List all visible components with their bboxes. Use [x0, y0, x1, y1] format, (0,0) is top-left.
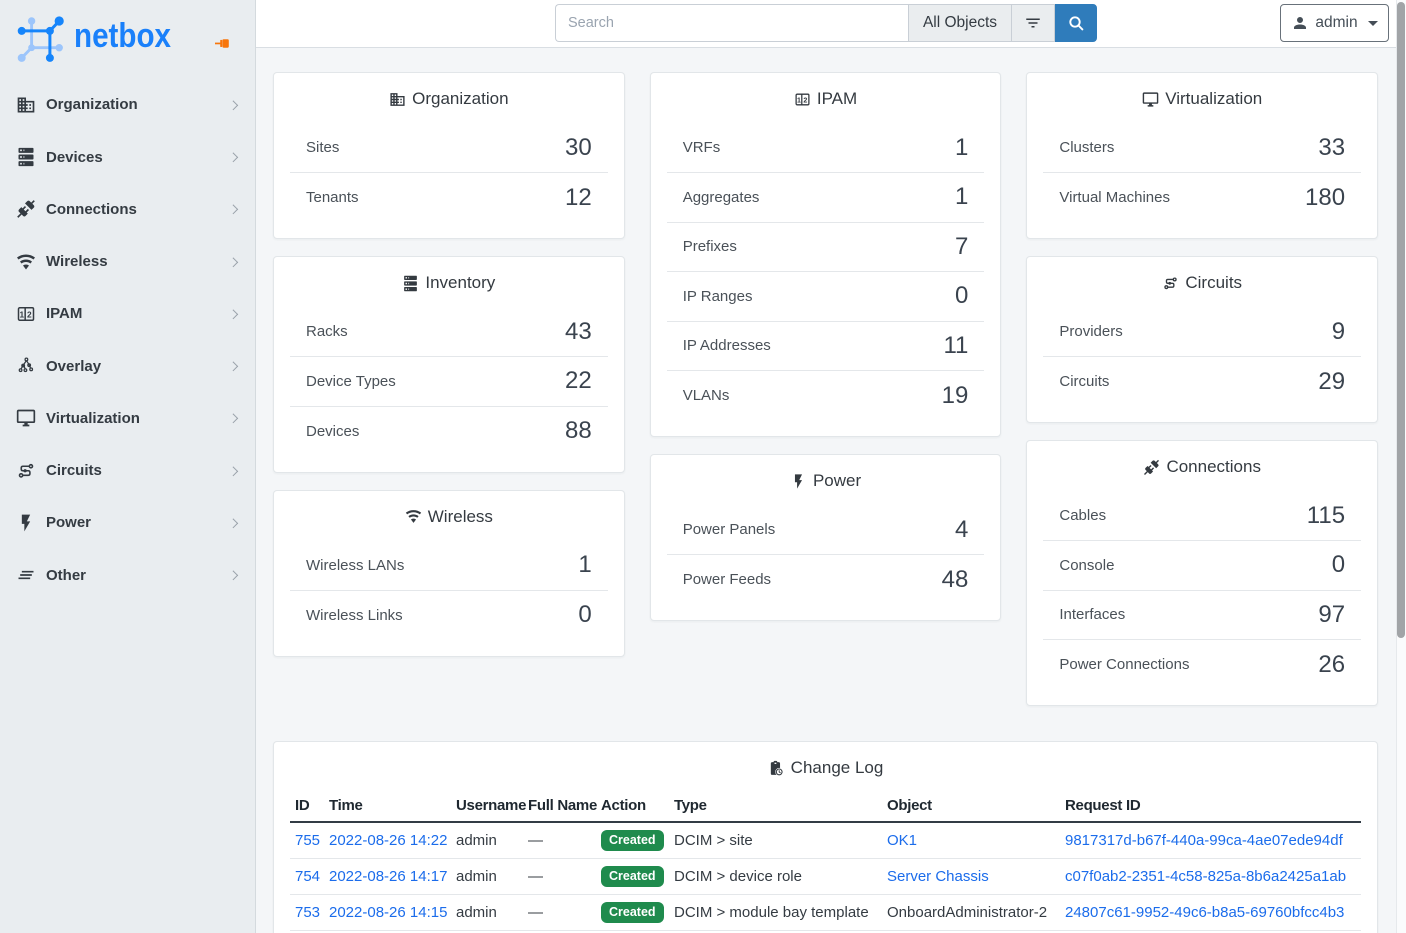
svg-text:2: 2 — [27, 309, 32, 319]
svg-text:1: 1 — [20, 309, 25, 319]
svg-text:2: 2 — [803, 96, 807, 104]
svg-text:1: 1 — [797, 96, 801, 104]
